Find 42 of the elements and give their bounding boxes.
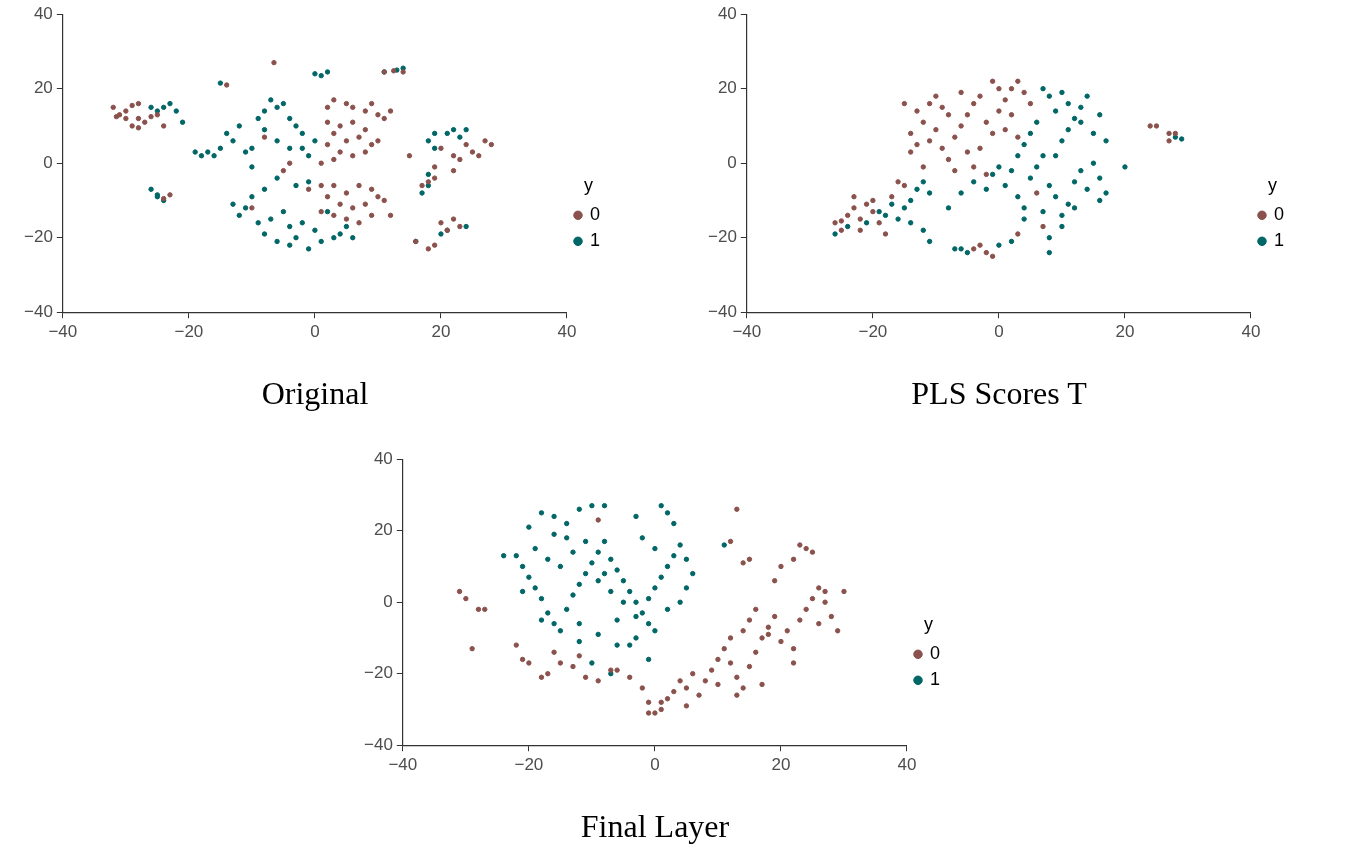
y-tick-label: 0 xyxy=(727,152,737,172)
x-tick-label: 0 xyxy=(310,322,320,342)
legend-title: y xyxy=(923,613,933,634)
y-tick-label: −40 xyxy=(707,301,737,321)
x-tick-label: 0 xyxy=(650,755,660,775)
y-tick-label: 40 xyxy=(717,3,737,23)
legend-label: 0 xyxy=(929,643,940,664)
x-tick-label: −20 xyxy=(858,322,888,342)
text: Final Layer xyxy=(580,808,730,845)
legend-label: 1 xyxy=(929,669,940,690)
y-tick-label: 20 xyxy=(373,520,393,540)
x-tick-label: −20 xyxy=(514,755,544,775)
legend-title: y xyxy=(1267,174,1277,195)
text: Original xyxy=(261,375,369,412)
legend-label: 1 xyxy=(1273,230,1284,251)
y-tick-label: −20 xyxy=(363,663,393,683)
y-tick-label: 20 xyxy=(33,78,53,98)
y-tick-label: 20 xyxy=(717,78,737,98)
y-tick-label: 40 xyxy=(373,448,393,468)
legend-label: 0 xyxy=(1273,204,1284,225)
legend-title: y xyxy=(583,174,593,195)
x-tick-label: 20 xyxy=(771,755,791,775)
x-tick-label: 20 xyxy=(1115,322,1135,342)
x-tick-label: −40 xyxy=(48,322,78,342)
y-tick-label: 40 xyxy=(33,3,53,23)
text: PLS Scores T xyxy=(911,375,1088,412)
y-tick-label: −20 xyxy=(23,227,53,247)
x-tick-label: −20 xyxy=(174,322,204,342)
legend-label: 0 xyxy=(589,204,600,225)
x-tick-label: −40 xyxy=(388,755,418,775)
y-tick-label: 0 xyxy=(43,152,53,172)
y-tick-label: −40 xyxy=(363,734,393,754)
y-tick-label: −20 xyxy=(707,227,737,247)
y-tick-label: −40 xyxy=(23,301,53,321)
y-tick-label: 0 xyxy=(383,591,393,611)
x-tick-label: 40 xyxy=(897,755,917,775)
x-tick-label: 40 xyxy=(1241,322,1261,342)
x-tick-label: −40 xyxy=(732,322,762,342)
x-tick-label: 20 xyxy=(431,322,451,342)
x-tick-label: 40 xyxy=(557,322,577,342)
x-tick-label: 0 xyxy=(994,322,1004,342)
legend-label: 1 xyxy=(589,230,600,251)
